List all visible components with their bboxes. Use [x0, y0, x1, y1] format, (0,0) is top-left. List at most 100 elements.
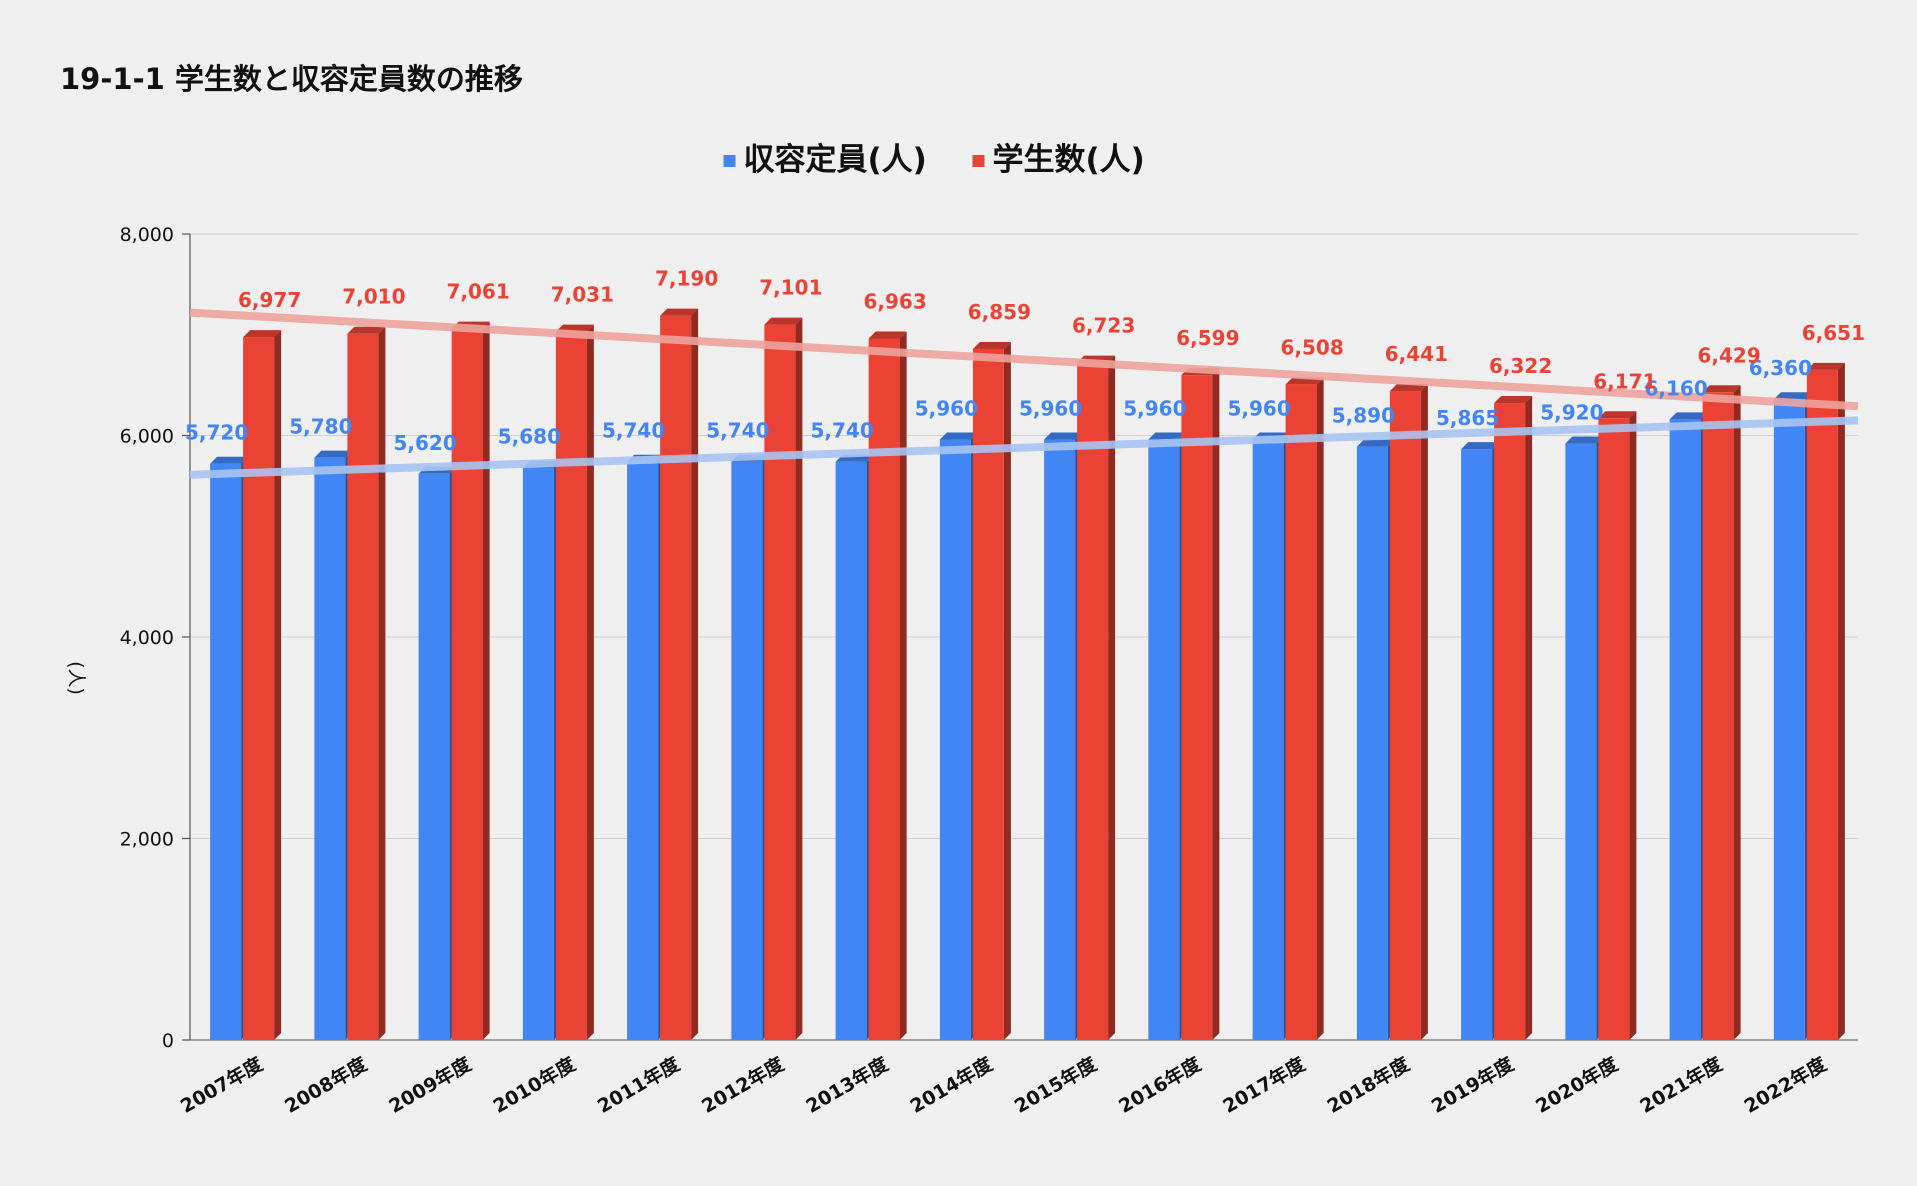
bar-top: [1669, 412, 1708, 420]
bar-side: [274, 330, 282, 1040]
bar-front: [418, 473, 450, 1040]
bar-side: [691, 308, 699, 1040]
capacity-data-label: 5,920: [1540, 401, 1603, 425]
bar-front: [451, 328, 483, 1040]
x-tick-label: 2022年度: [1740, 1052, 1831, 1118]
capacity-bar: [939, 432, 978, 1040]
capacity-bar: [210, 456, 249, 1041]
x-axis-ticks: 2007年度 2008年度 2009年度 2010年度 2011年度 2012年度 2013…: [176, 1052, 1831, 1118]
capacity-data-label: 5,890: [1332, 404, 1395, 428]
x-tick-label: 2015年度: [1010, 1052, 1101, 1118]
x-tick-label: 2009年度: [385, 1052, 476, 1118]
students-data-label: 6,599: [1176, 326, 1239, 350]
bar-top: [1148, 432, 1187, 440]
bar-top: [660, 308, 699, 316]
bar-front: [1702, 392, 1734, 1040]
capacity-data-label: 5,960: [915, 397, 978, 421]
x-tick-label: 2008年度: [281, 1052, 372, 1118]
x-tick-label: 2017年度: [1219, 1052, 1310, 1118]
capacity-data-label: 5,740: [810, 419, 873, 443]
bar-front: [1389, 391, 1421, 1041]
capacity-bar: [1461, 442, 1500, 1040]
students-bar: [555, 324, 594, 1041]
bar-side: [1108, 355, 1116, 1041]
students-bar: [1181, 368, 1220, 1040]
bar-front: [1598, 418, 1630, 1041]
bar-side: [795, 317, 803, 1041]
y-tick-label: 8,000: [120, 224, 174, 246]
students-data-label: 7,031: [551, 283, 614, 307]
bar-top: [210, 456, 249, 464]
students-bar: [660, 308, 699, 1040]
capacity-bar: [314, 450, 353, 1040]
y-axis-label: (人): [65, 661, 87, 695]
legend-item-students: 学生数(人): [972, 142, 1145, 178]
students-data-label: 7,010: [342, 285, 405, 309]
bar-front: [243, 337, 275, 1040]
legend: 収容定員(人) 学生数(人): [723, 142, 1145, 178]
bar-top: [1356, 439, 1395, 447]
bar-top: [1044, 432, 1083, 440]
bar-front: [347, 333, 379, 1040]
students-data-label: 6,723: [1072, 314, 1135, 338]
capacity-bar: [1669, 412, 1708, 1040]
students-bar: [243, 330, 282, 1040]
bar-top: [868, 331, 907, 339]
students-bar: [347, 326, 386, 1040]
students-data-label: 6,322: [1489, 354, 1552, 378]
bar-front: [1565, 443, 1597, 1040]
students-data-label: 6,977: [238, 288, 301, 312]
legend-label: 学生数(人): [993, 142, 1145, 178]
bar-top: [972, 341, 1011, 349]
bar-side: [1316, 377, 1324, 1041]
students-data-label: 6,508: [1280, 335, 1343, 359]
bar-front: [1285, 384, 1317, 1041]
students-data-label: 6,963: [863, 289, 926, 313]
capacity-data-label: 5,720: [185, 421, 248, 445]
capacity-bar: [1252, 432, 1291, 1040]
bar-top: [1389, 384, 1428, 392]
bar-front: [868, 338, 900, 1040]
bar-top: [347, 326, 386, 334]
x-tick-label: 2019年度: [1427, 1052, 1518, 1118]
x-tick-label: 2007年度: [176, 1052, 267, 1118]
bar-front: [1806, 369, 1838, 1040]
bar-front: [1773, 399, 1805, 1041]
y-tick-label: 4,000: [120, 627, 174, 649]
bar-top: [764, 317, 803, 325]
capacity-data-label: 5,740: [602, 419, 665, 443]
bar-front: [972, 348, 1004, 1040]
legend-swatch: [972, 155, 985, 167]
bar-front: [1461, 449, 1493, 1040]
bar-front: [522, 467, 554, 1040]
x-tick-label: 2013年度: [802, 1052, 893, 1118]
students-data-label: 6,651: [1802, 321, 1865, 345]
capacity-bar: [835, 454, 874, 1040]
bar-front: [1077, 362, 1109, 1041]
bar-front: [1181, 375, 1213, 1040]
x-tick-label: 2016年度: [1115, 1052, 1206, 1118]
capacity-data-label: 6,160: [1644, 376, 1707, 400]
legend-swatch: [723, 155, 736, 167]
capacity-bar: [731, 454, 770, 1040]
bar-top: [939, 432, 978, 440]
legend-label: 収容定員(人): [744, 142, 927, 178]
capacity-data-label: 5,680: [498, 425, 561, 449]
bar-front: [1669, 419, 1701, 1040]
bar-front: [939, 439, 971, 1040]
x-tick-label: 2011年度: [593, 1052, 684, 1118]
capacity-data-label: 5,780: [289, 415, 352, 439]
bars: [210, 308, 1845, 1041]
bar-front: [660, 315, 692, 1040]
students-bar: [764, 317, 803, 1041]
bar-side: [1420, 384, 1428, 1041]
bar-top: [243, 330, 282, 338]
capacity-bar: [627, 454, 666, 1040]
capacity-data-label: 5,960: [1227, 397, 1290, 421]
bar-top: [314, 450, 353, 458]
bar-front: [1044, 439, 1076, 1040]
x-tick-label: 2018年度: [1323, 1052, 1414, 1118]
bar-front: [1494, 403, 1526, 1041]
bar-side: [482, 321, 490, 1040]
y-tick-label: 2,000: [120, 829, 174, 851]
